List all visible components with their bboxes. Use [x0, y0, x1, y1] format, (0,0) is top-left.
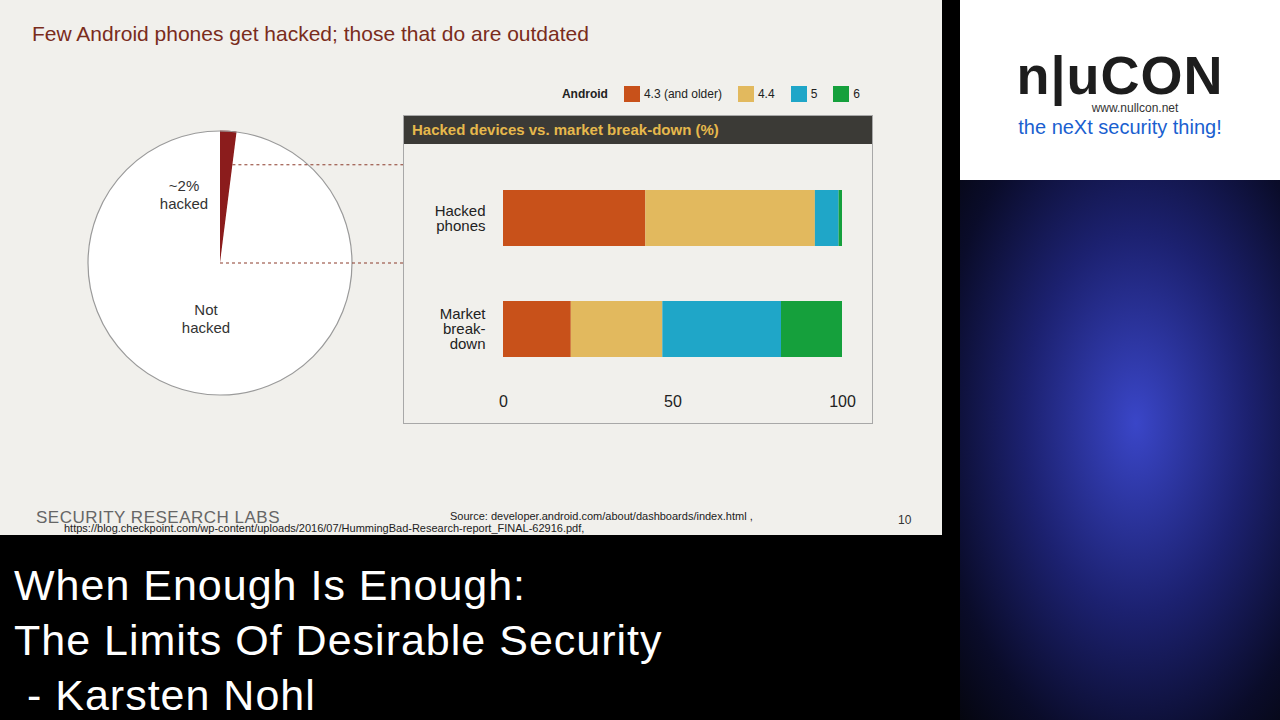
html-text:5: 5	[810, 87, 818, 101]
html-text:10: 10	[898, 513, 912, 527]
html-text:https://blog.checkpoint.com/wp: https://blog.checkpoint.com/wp-content/u…	[64, 522, 585, 534]
html-text:When Enough Is Enough: The Lim: When Enough Is Enough: The Limits Of Des…	[14, 561, 663, 719]
svg-text:~2%hacked: ~2%hacked	[160, 177, 208, 212]
html-text:Hacked devices vs. market brea: Hacked devices vs. market break-down (%)	[412, 121, 719, 138]
html-text:4.3 (and older): 4.3 (and older)	[643, 87, 722, 101]
html-text:Source: developer.android.com/: Source: developer.android.com/about/dash…	[450, 510, 753, 522]
svg-text:Marketbreak-down: Marketbreak-down	[440, 305, 487, 352]
svg-text:100: 100	[829, 393, 856, 410]
svg-text:Nothacked: Nothacked	[182, 301, 230, 336]
html-text:SECURITY RESEARCH LABS: SECURITY RESEARCH LABS	[36, 508, 280, 527]
html-text:Few Android phones get hacked;: Few Android phones get hacked; those tha…	[32, 22, 589, 45]
html-text:the neXt security thing!: the neXt security thing!	[1018, 116, 1222, 138]
html-text:www.nullcon.net: www.nullcon.net	[1091, 101, 1179, 115]
svg-text:50: 50	[664, 393, 682, 410]
svg-text:Hackedphones: Hackedphones	[435, 202, 486, 234]
html-text:n|uCON: n|uCON	[1016, 45, 1224, 105]
html-text:4.4: 4.4	[757, 87, 775, 101]
html-text:6: 6	[853, 87, 860, 101]
svg-text:0: 0	[499, 393, 508, 410]
html-text:Android: Android	[561, 87, 608, 101]
